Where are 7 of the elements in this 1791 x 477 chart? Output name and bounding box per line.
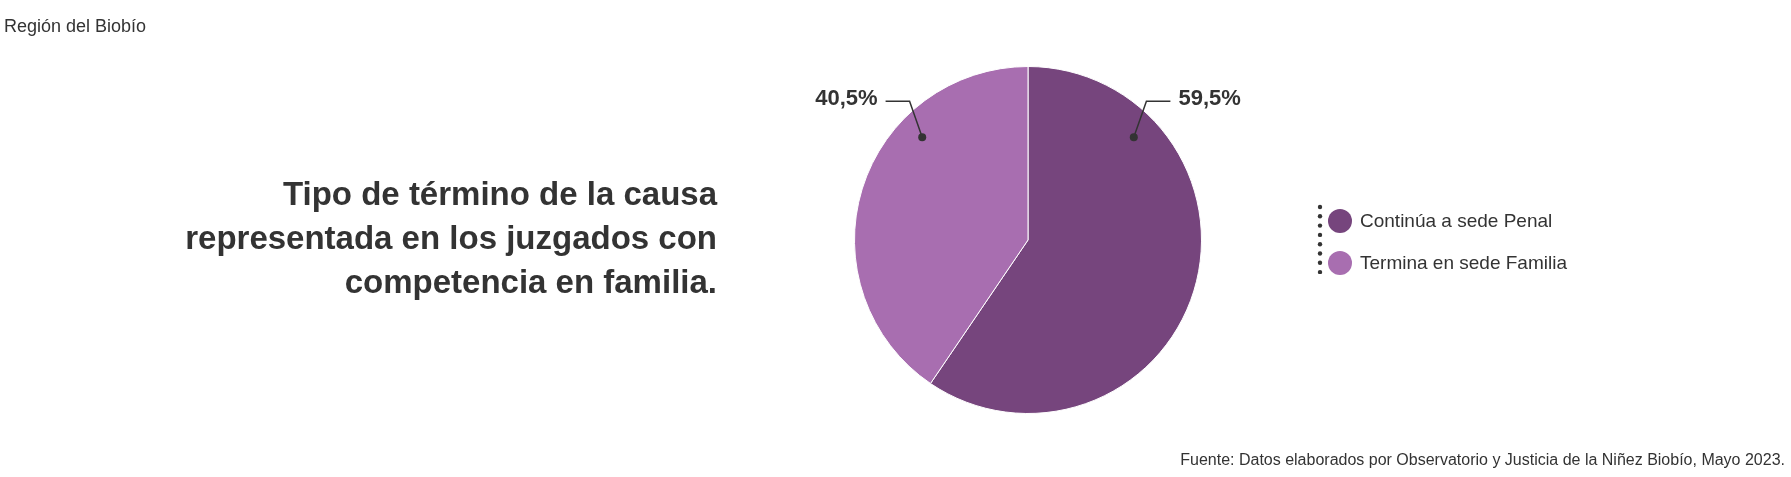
legend-label: Continúa a sede Penal — [1360, 210, 1553, 232]
text: Tipo de término de la causa representada en los juzgados con competencia en familia. — [184, 174, 717, 302]
data-label: 40,5% — [815, 85, 878, 111]
source-note: Fuente: Datos elaborados por Observatorio y Justicia de la Niñez Biobío, Mayo 2023. — [1180, 451, 1785, 469]
legend-label: Termina en sede Familia — [1360, 252, 1567, 274]
text: Región del Biobío — [4, 16, 147, 37]
data-label: 59,5% — [1178, 85, 1241, 111]
